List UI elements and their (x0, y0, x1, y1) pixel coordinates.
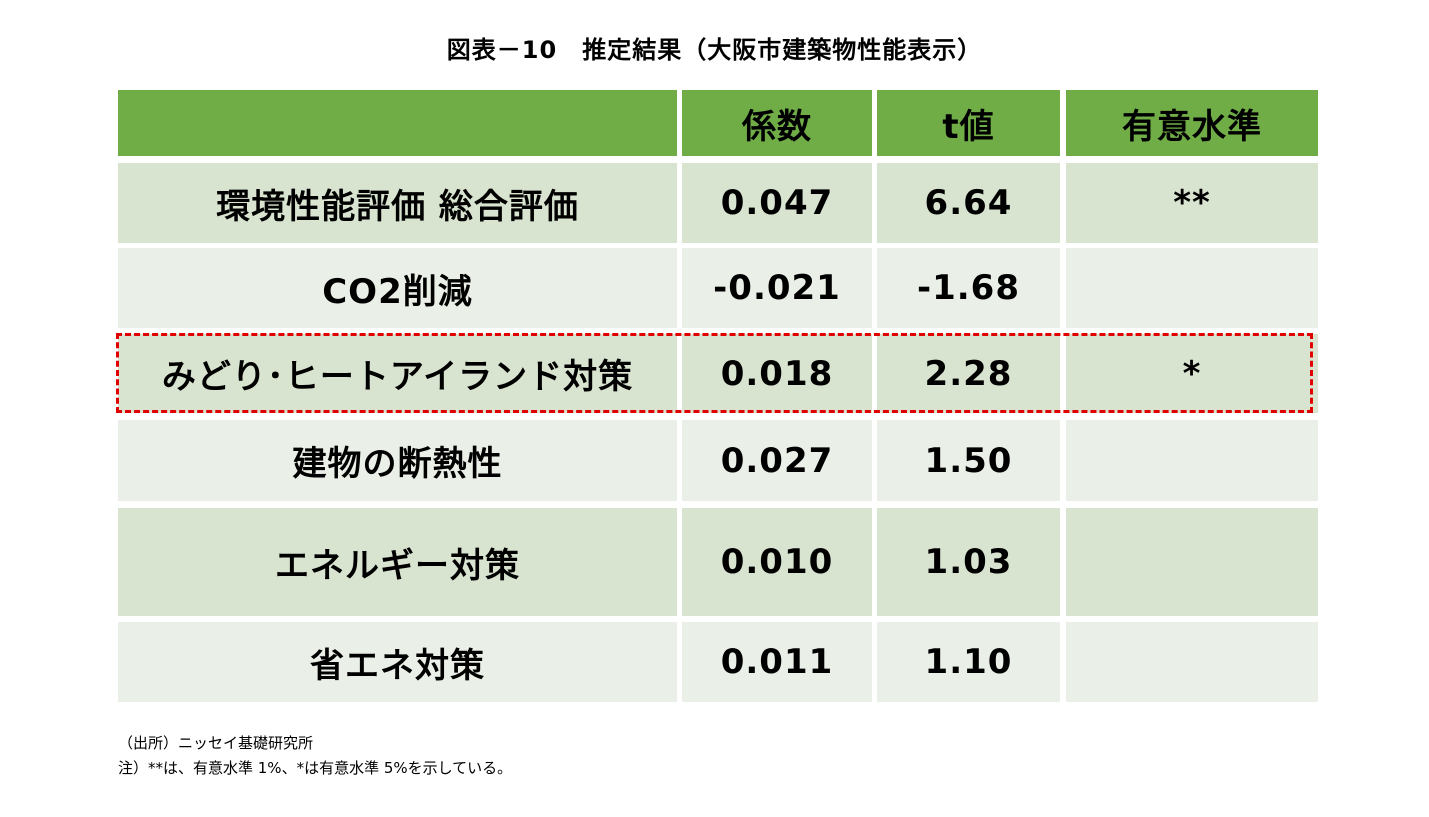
source-note: （出所）ニッセイ基礎研究所 (118, 734, 314, 752)
table-cell: 6.64 (877, 163, 1060, 243)
row-label: CO2削減 (118, 248, 677, 328)
table-cell (1066, 248, 1318, 328)
table-cell: 0.011 (682, 622, 872, 702)
header-cell: 係数 (682, 90, 872, 156)
footnote: 注）**は、有意水準 1%、*は有意水準 5%を示している。 (118, 759, 513, 777)
header-cell: t値 (877, 90, 1060, 156)
table-cell: 0.047 (682, 163, 872, 243)
table-cell: -0.021 (682, 248, 872, 328)
table-cell: 1.50 (877, 420, 1060, 501)
table-cell: 1.03 (877, 508, 1060, 616)
row-label: 省エネ対策 (118, 622, 677, 702)
table-cell: ** (1066, 163, 1318, 243)
table-cell: 1.10 (877, 622, 1060, 702)
table-cell: * (1066, 334, 1318, 413)
header-cell: 有意水準 (1066, 90, 1318, 156)
table-cell (1066, 508, 1318, 616)
highlight-box (116, 333, 1313, 413)
table-cell: 0.010 (682, 508, 872, 616)
row-label: みどり･ヒートアイランド対策 (118, 334, 677, 413)
row-label: エネルギー対策 (118, 508, 677, 616)
header-cell (118, 90, 677, 156)
table-cell: -1.68 (877, 248, 1060, 328)
table-cell: 2.28 (877, 334, 1060, 413)
row-label: 環境性能評価 総合評価 (118, 163, 677, 243)
table-cell: 0.027 (682, 420, 872, 501)
table-cell (1066, 622, 1318, 702)
table-cell: 0.018 (682, 334, 872, 413)
title: 図表－10 推定結果（大阪市建築物性能表示） (446, 36, 983, 64)
table-cell (1066, 420, 1318, 501)
row-label: 建物の断熱性 (118, 420, 677, 501)
